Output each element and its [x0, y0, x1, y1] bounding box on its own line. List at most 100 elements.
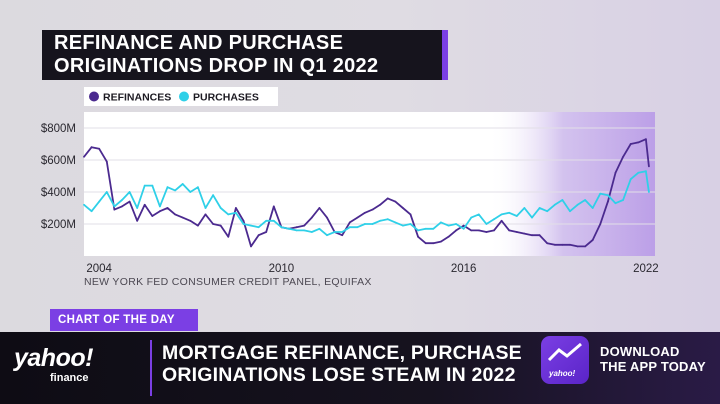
download-app-cta[interactable]: DOWNLOAD THE APP TODAY — [600, 344, 706, 374]
data-point-purchases — [591, 207, 594, 209]
legend-swatch-purchases — [179, 91, 189, 102]
data-point-purchases — [432, 227, 435, 230]
data-point-refinances — [250, 245, 252, 248]
data-point-purchases — [402, 224, 404, 227]
data-point-purchases — [553, 203, 556, 206]
data-point-refinances — [212, 223, 214, 225]
data-point-purchases — [326, 234, 328, 237]
data-point-purchases — [105, 191, 108, 193]
data-point-refinances — [105, 160, 108, 163]
data-point-refinances — [379, 203, 382, 206]
yahoo-finance-logo: yahoo! finance — [14, 344, 93, 384]
data-point-purchases — [303, 229, 306, 232]
data-point-purchases — [644, 170, 647, 173]
data-point-purchases — [341, 231, 344, 233]
cta-line-2: THE APP TODAY — [600, 359, 706, 374]
data-point-refinances — [265, 231, 268, 233]
data-point-purchases — [394, 221, 397, 224]
data-point-purchases — [584, 199, 587, 201]
data-point-refinances — [90, 146, 93, 149]
data-point-refinances — [614, 171, 617, 174]
data-point-refinances — [364, 211, 366, 214]
data-point-purchases — [265, 219, 268, 222]
data-point-purchases — [98, 200, 101, 203]
lower-third-line-2: ORIGINATIONS LOSE STEAM IN 2022 — [162, 364, 516, 386]
data-point-refinances — [515, 231, 518, 233]
data-point-purchases — [531, 216, 533, 219]
data-point-refinances — [546, 242, 549, 245]
x-tick-label: 2010 — [269, 263, 295, 275]
data-point-purchases — [648, 191, 650, 193]
data-point-purchases — [288, 227, 290, 230]
data-point-refinances — [432, 242, 435, 245]
data-point-purchases — [470, 216, 473, 219]
data-point-refinances — [500, 219, 503, 222]
data-point-refinances — [424, 242, 427, 245]
data-point-purchases — [83, 203, 85, 206]
data-point-purchases — [196, 186, 199, 189]
data-point-purchases — [143, 184, 146, 187]
data-point-refinances — [181, 216, 184, 219]
data-point-refinances — [622, 155, 625, 158]
data-point-purchases — [424, 227, 427, 230]
data-point-refinances — [386, 197, 389, 200]
data-point-refinances — [189, 219, 192, 222]
lower-third: yahoo! finance MORTGAGE REFINANCE, PURCH… — [0, 332, 720, 404]
data-point-refinances — [341, 234, 344, 237]
data-point-refinances — [409, 213, 412, 216]
data-point-purchases — [508, 211, 511, 214]
headline-line-2: ORIGINATIONS DROP IN Q1 2022 — [54, 55, 379, 77]
data-point-purchases — [493, 218, 495, 221]
data-point-purchases — [272, 219, 275, 222]
data-point-refinances — [128, 200, 131, 203]
y-tick-label: $800M — [41, 123, 76, 135]
data-point-purchases — [212, 194, 214, 197]
data-point-purchases — [250, 224, 252, 227]
data-point-refinances — [295, 226, 298, 229]
data-point-purchases — [204, 207, 207, 209]
legend-label-purchases: PURCHASES — [193, 92, 259, 104]
data-point-purchases — [607, 194, 609, 197]
data-point-refinances — [455, 229, 457, 232]
data-point-refinances — [83, 155, 85, 158]
data-point-refinances — [523, 232, 526, 235]
data-point-refinances — [607, 200, 609, 203]
app-icon-label: yahoo! — [549, 369, 576, 378]
segment-tag: CHART OF THE DAY — [50, 309, 198, 331]
data-point-purchases — [439, 221, 442, 224]
data-point-refinances — [569, 243, 571, 246]
line-chart: $200M $400M $600M $800M 2004 2010 2016 2022 REFI… — [41, 87, 659, 275]
data-point-purchases — [333, 231, 336, 233]
data-point-refinances — [591, 239, 594, 241]
data-point-purchases — [462, 227, 465, 230]
data-point-refinances — [136, 219, 139, 222]
shaded-period — [487, 112, 655, 256]
data-point-purchases — [166, 186, 169, 189]
data-point-refinances — [219, 224, 222, 227]
data-point-purchases — [121, 199, 123, 201]
data-point-refinances — [272, 205, 275, 208]
data-point-refinances — [531, 234, 533, 237]
data-point-refinances — [470, 229, 473, 232]
data-point-refinances — [174, 213, 177, 216]
data-point-refinances — [576, 245, 579, 248]
app-icon[interactable]: yahoo! — [541, 336, 589, 384]
data-point-purchases — [128, 191, 131, 193]
data-point-refinances — [151, 215, 154, 217]
series-line-purchases — [83, 170, 650, 237]
data-point-refinances — [394, 200, 397, 203]
data-point-purchases — [364, 223, 366, 225]
data-point-refinances — [303, 224, 306, 227]
data-point-refinances — [561, 243, 564, 246]
data-point-purchases — [356, 226, 359, 229]
data-point-refinances — [204, 213, 207, 216]
data-point-purchases — [538, 207, 541, 209]
logo-sub: finance — [50, 372, 89, 384]
data-point-purchases — [455, 223, 457, 225]
data-point-purchases — [515, 215, 518, 217]
data-point-refinances — [508, 229, 511, 232]
data-point-purchases — [622, 199, 625, 201]
data-point-refinances — [356, 216, 359, 219]
x-tick-label: 2022 — [633, 263, 659, 275]
